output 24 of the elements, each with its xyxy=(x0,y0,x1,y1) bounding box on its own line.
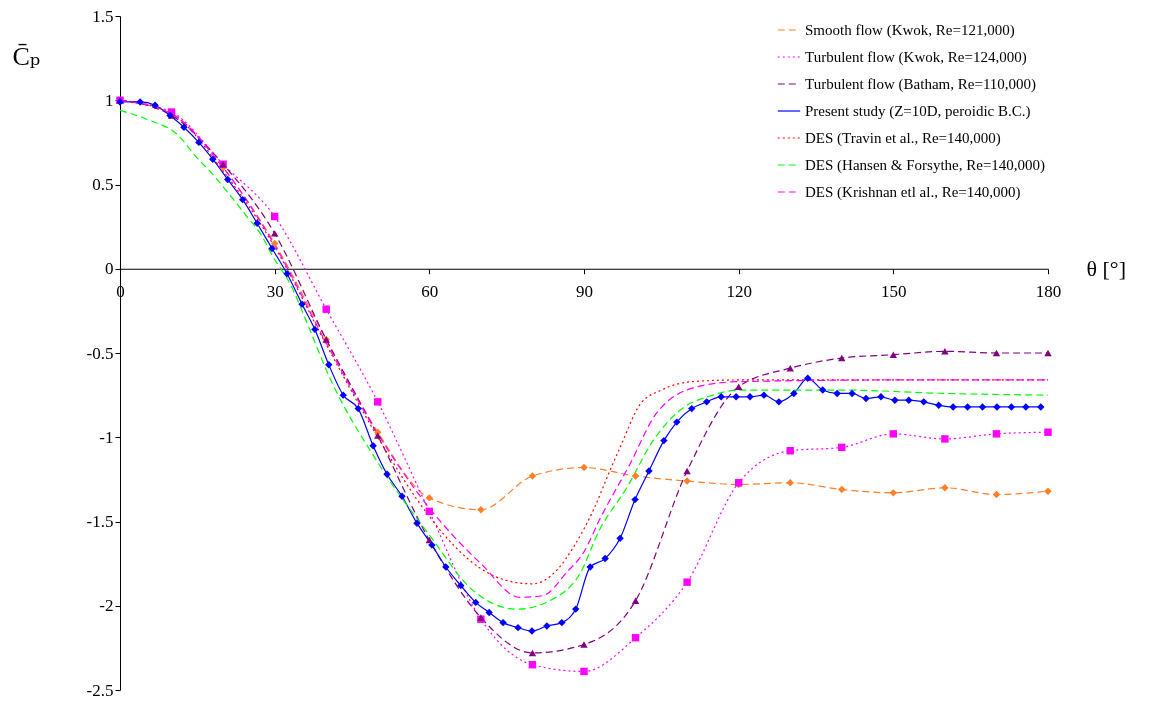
legend-label: DES (Hansen & Forsythe, Re=140,000) xyxy=(805,157,1046,174)
x-tick-label: 150 xyxy=(881,282,907,302)
legend-label: Smooth flow (Kwok, Re=121,000) xyxy=(805,22,1015,39)
legend-label: DES (Travin et al., Re=140,000) xyxy=(805,130,1001,147)
y-tick-label: 0 xyxy=(105,259,114,279)
x-tick-label: 120 xyxy=(726,282,752,302)
x-tick-label: 90 xyxy=(576,282,593,302)
y-tick-label: 0.5 xyxy=(92,175,114,194)
y-tick-label: 1.5 xyxy=(92,6,114,26)
y-tick-label: -1.5 xyxy=(86,512,114,531)
legend-label: DES (Krishnan etl al., Re=140,000) xyxy=(805,184,1021,201)
legend-label: Turbulent flow (Kwok, Re=124,000) xyxy=(805,49,1027,66)
x-axis-title: θ [°] xyxy=(1086,256,1126,282)
y-tick-label: -2 xyxy=(99,596,114,616)
y-tick-label: -1 xyxy=(99,427,114,447)
y-axis-title: C̄ₚ xyxy=(12,41,41,71)
legend-label: Turbulent flow (Batham, Re=110,000) xyxy=(805,76,1037,93)
x-tick-label: 30 xyxy=(266,282,284,302)
x-tick-label: 60 xyxy=(421,282,439,302)
y-tick-label: -0.5 xyxy=(86,343,114,363)
y-tick-label: -2.5 xyxy=(86,680,114,700)
x-tick-label: 180 xyxy=(1035,282,1062,302)
y-tick-label: 1 xyxy=(105,90,114,110)
legend-label: Present study (Z=10D, peroidic B.C.) xyxy=(805,103,1031,120)
